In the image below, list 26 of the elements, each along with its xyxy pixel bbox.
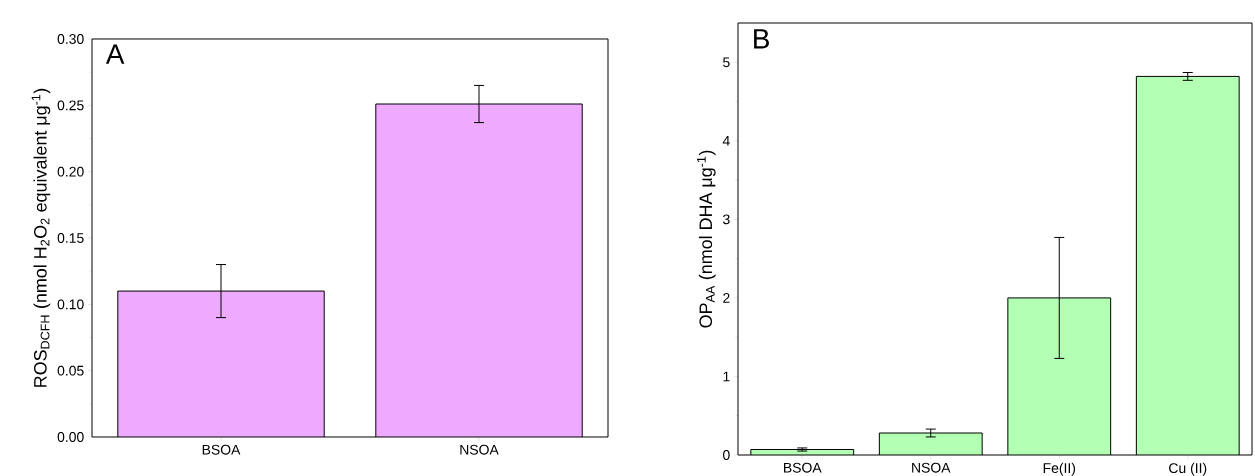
x-tick-label: BSOA <box>784 462 822 473</box>
y-tick-label: 0.10 <box>57 299 84 310</box>
x-tick-label: NSOA <box>912 462 951 473</box>
x-tick-label: NSOA <box>460 444 499 455</box>
bar <box>1007 297 1111 455</box>
y-axis-title: OP$_{AA}$ (nmol DHA μg$^{-1}$) <box>697 150 716 328</box>
bar <box>879 433 983 455</box>
chart-title: B <box>754 29 769 49</box>
y-tick-label: 0 <box>723 450 730 460</box>
y-tick-label: 3 <box>723 214 730 225</box>
x-tick-label: Cu (II) <box>1169 462 1207 476</box>
x-tick-label: Fe(II) <box>1043 462 1076 476</box>
y-tick-label: 0.20 <box>57 166 84 177</box>
y-tick-label: 0.15 <box>57 233 84 243</box>
y-tick-label: 0.30 <box>57 34 84 44</box>
y-tick-label: 2 <box>723 293 730 303</box>
y-tick-label: 4 <box>722 136 730 146</box>
text: ROS$_{DCFH}$ (nmol H$_{2}$O$_{2}$ equivalent μg$^{-1}$) <box>31 88 51 387</box>
chart-title: A <box>105 44 125 64</box>
x-tick-label: BSOA <box>202 444 241 455</box>
y-tick-label: 0.05 <box>57 365 84 376</box>
bar <box>1135 75 1240 455</box>
y-tick-label: 1 <box>723 371 730 382</box>
y-tick-label: 5 <box>723 57 730 68</box>
y-tick-label: 0.25 <box>57 100 84 111</box>
y-tick-label: 0.00 <box>57 432 84 442</box>
